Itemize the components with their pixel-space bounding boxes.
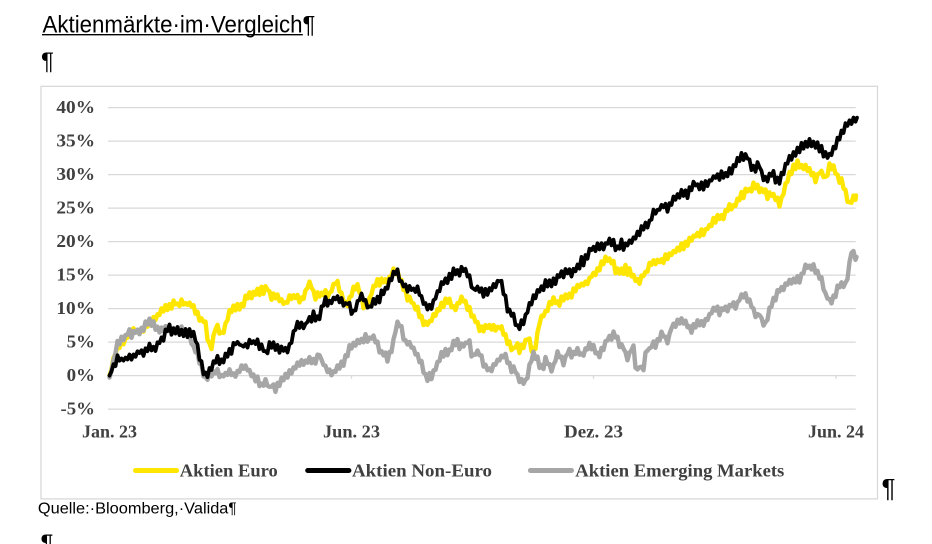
svg-text:Jan. 23: Jan. 23 [82, 422, 137, 442]
svg-text:20%: 20% [56, 231, 95, 251]
svg-text:¶: ¶ [41, 530, 54, 544]
svg-text:Aktien Non-Euro: Aktien Non-Euro [352, 460, 492, 480]
svg-text:0%: 0% [67, 365, 95, 385]
svg-text:40%: 40% [56, 97, 95, 117]
svg-text:¶: ¶ [882, 473, 896, 503]
svg-text:Jun. 23: Jun. 23 [323, 422, 380, 442]
svg-text:5%: 5% [67, 332, 95, 352]
svg-text:10%: 10% [56, 298, 95, 318]
svg-text:30%: 30% [56, 164, 95, 184]
svg-text:35%: 35% [56, 131, 95, 151]
svg-text:Aktien Euro: Aktien Euro [180, 460, 278, 480]
svg-text:Dez. 23: Dez. 23 [564, 422, 623, 442]
svg-text:15%: 15% [56, 265, 95, 285]
svg-text:Aktien Emerging Markets: Aktien Emerging Markets [575, 460, 784, 480]
svg-text:Jun. 24: Jun. 24 [808, 422, 864, 442]
svg-text:Quelle:·Bloomberg,·Valida¶: Quelle:·Bloomberg,·Valida¶ [38, 501, 237, 518]
svg-text:-5%: -5% [61, 399, 96, 419]
svg-text:25%: 25% [56, 198, 95, 218]
svg-text:¶: ¶ [41, 48, 54, 75]
